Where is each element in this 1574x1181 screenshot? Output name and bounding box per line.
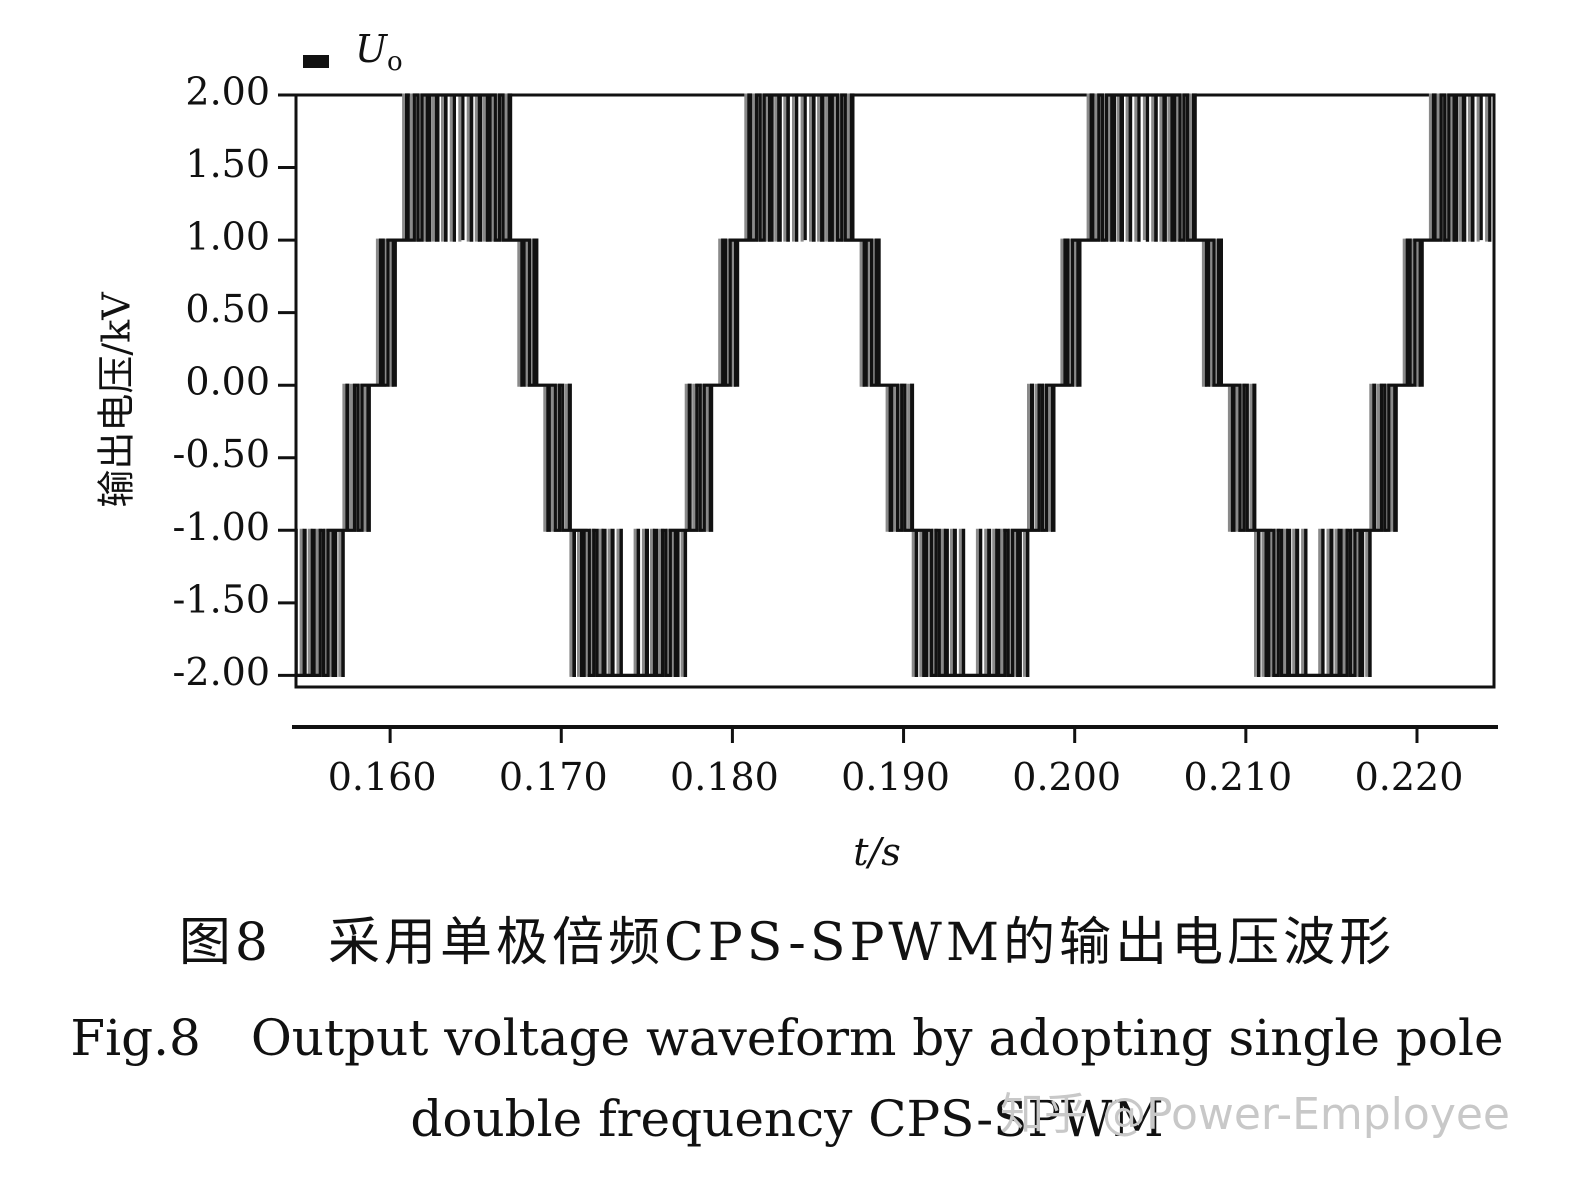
x-tick-label: 0.200	[1012, 755, 1121, 799]
waveform-trace-primary	[294, 93, 1494, 677]
legend-label: Uo	[355, 27, 403, 77]
plot-frame	[294, 93, 1496, 689]
y-tick-label: 0.50	[185, 287, 270, 331]
x-tick-label: 0.210	[1183, 755, 1292, 799]
x-tick-label: 0.220	[1355, 755, 1464, 799]
x-axis-title: t/s	[853, 830, 901, 874]
figure-caption-english-line2: double frequency CPS-SPWM	[410, 1090, 1164, 1148]
figure-caption-chinese: 图8 采用单极倍频CPS-SPWM的输出电压波形	[178, 913, 1396, 973]
x-tick-label: 0.170	[499, 755, 608, 799]
y-tick-label: -0.50	[173, 432, 270, 476]
y-tick-label: -1.00	[173, 505, 270, 549]
x-tick-label: 0.160	[328, 755, 437, 799]
y-axis: 2.00 1.50 1.00 0.50 0.00 -0.50 -1.00 -1.50 -2.00	[173, 70, 296, 694]
y-tick-label: 1.50	[185, 142, 270, 186]
watermark: 知乎 @Power-Employee	[1000, 1089, 1510, 1140]
figure-caption-english-line1: Fig.8 Output voltage waveform by adoptin…	[70, 1009, 1504, 1067]
waveform-series	[294, 93, 1494, 677]
x-tick-label: 0.180	[670, 755, 779, 799]
y-axis-title: 输出电压/kV	[95, 292, 139, 508]
legend: Uo	[303, 27, 403, 77]
y-tick-label: 0.00	[185, 360, 270, 404]
plot-border	[294, 93, 1496, 689]
y-tick-label: 2.00	[185, 70, 270, 114]
x-axis: 0.160 0.170 0.180 0.190 0.200 0.210 0.220	[292, 725, 1498, 799]
y-tick-label: 1.00	[185, 215, 270, 259]
y-tick-label: -2.00	[173, 650, 270, 694]
x-tick-label: 0.190	[841, 755, 950, 799]
y-tick-label: -1.50	[173, 577, 270, 621]
legend-swatch	[303, 55, 329, 68]
